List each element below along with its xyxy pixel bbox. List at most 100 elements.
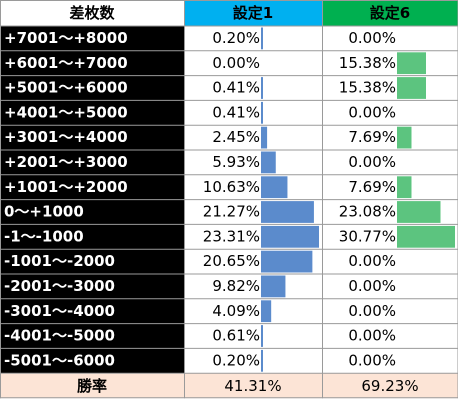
setting1-value-label: 0.20% xyxy=(212,351,260,369)
setting1-value-label: 0.41% xyxy=(212,103,260,121)
setting1-cell xyxy=(184,100,322,126)
setting6-value-label: 23.08% xyxy=(339,203,396,221)
setting6-value-label: 30.77% xyxy=(339,227,396,245)
setting6-bar xyxy=(397,52,426,75)
row-label-cell xyxy=(0,50,184,76)
row-label: -1001～-2000 xyxy=(4,252,115,270)
setting6-cell xyxy=(322,323,458,349)
setting1-win-rate: 41.31% xyxy=(224,377,281,395)
setting1-bar xyxy=(261,151,276,174)
setting1-value-label: 20.65% xyxy=(203,252,260,270)
setting6-bar xyxy=(397,176,412,199)
row-label: -3001～-4000 xyxy=(4,302,115,320)
setting6-cell xyxy=(322,150,458,175)
row-label-cell xyxy=(0,274,184,299)
setting6-value-label: 0.00% xyxy=(348,327,396,345)
setting1-cell xyxy=(184,323,322,349)
setting6-cell xyxy=(322,348,458,374)
row-label-cell xyxy=(0,224,184,250)
row-label: +5001～+6000 xyxy=(4,79,128,97)
setting6-bar xyxy=(397,201,441,223)
setting1-bar xyxy=(261,27,263,50)
setting1-value-label: 23.31% xyxy=(203,227,260,245)
setting1-cell xyxy=(184,298,322,324)
row-label: +1001～+2000 xyxy=(4,178,128,196)
setting1-value-label: 0.61% xyxy=(212,327,260,345)
setting6-value-label: 0.00% xyxy=(348,277,396,295)
setting6-value-label: 0.00% xyxy=(348,153,396,171)
setting1-bar xyxy=(261,275,286,298)
setting6-value-label: 7.69% xyxy=(348,128,396,146)
setting1-bar xyxy=(261,325,263,347)
setting1-bar xyxy=(261,201,314,223)
setting1-value-label: 10.63% xyxy=(203,178,260,196)
setting1-bar xyxy=(261,77,263,99)
row-label: -4001～-5000 xyxy=(4,327,115,345)
row-label-cell xyxy=(0,323,184,349)
footer-row xyxy=(0,373,458,399)
header-setting6: 設定6 xyxy=(370,4,410,22)
row-label-cell xyxy=(0,348,184,374)
row-label: +3001～+4000 xyxy=(4,128,128,146)
setting6-bar xyxy=(397,126,412,149)
setting6-value-label: 0.00% xyxy=(348,29,396,47)
row-label-cell xyxy=(0,150,184,175)
row-label-cell xyxy=(0,75,184,101)
setting1-bar xyxy=(261,349,263,372)
setting6-cell xyxy=(322,174,458,200)
setting6-value-label: 0.00% xyxy=(348,103,396,121)
row-label: +2001～+3000 xyxy=(4,153,128,171)
row-label: +6001～+7000 xyxy=(4,54,128,72)
setting1-cell xyxy=(184,125,322,150)
row-label-cell xyxy=(0,298,184,324)
setting6-cell xyxy=(322,100,458,126)
setting1-value-label: 2.45% xyxy=(212,128,260,146)
setting1-cell xyxy=(184,274,322,299)
setting6-cell xyxy=(322,249,458,274)
setting6-value-label: 0.00% xyxy=(348,302,396,320)
row-label: -2001～-3000 xyxy=(4,277,115,295)
setting6-cell xyxy=(322,50,458,76)
setting1-bar xyxy=(261,101,263,124)
setting6-win-rate: 69.23% xyxy=(361,377,418,395)
setting6-bar xyxy=(397,225,455,248)
setting1-cell xyxy=(184,50,322,76)
setting1-bar xyxy=(261,225,319,248)
header-label: 差枚数 xyxy=(69,4,115,22)
setting1-value-label: 0.20% xyxy=(212,29,260,47)
row-label-cell xyxy=(0,174,184,200)
setting6-cell xyxy=(322,26,458,51)
setting1-cell xyxy=(184,26,322,51)
setting1-value-label: 21.27% xyxy=(203,203,260,221)
setting6-value-label: 15.38% xyxy=(339,54,396,72)
setting1-value-label: 0.00% xyxy=(212,54,260,72)
row-label-cell xyxy=(0,199,184,225)
row-label: +7001～+8000 xyxy=(4,29,128,47)
header-cell-setting1 xyxy=(184,0,322,26)
header-cell-setting6 xyxy=(322,0,458,26)
setting6-cell xyxy=(322,274,458,299)
setting1-cell xyxy=(184,174,322,200)
header-cell-label xyxy=(0,0,184,26)
setting1-bar xyxy=(261,176,288,199)
setting6-value-label: 7.69% xyxy=(348,178,396,196)
setting1-cell xyxy=(184,150,322,175)
row-label-cell xyxy=(0,26,184,51)
row-label: +4001～+5000 xyxy=(4,103,128,121)
setting1-value-label: 5.93% xyxy=(212,153,260,171)
setting6-cell xyxy=(322,75,458,101)
row-label-cell xyxy=(0,249,184,274)
row-label: 0～+1000 xyxy=(4,203,84,221)
setting1-value-label: 9.82% xyxy=(212,277,260,295)
setting1-bar xyxy=(261,250,313,273)
setting6-value-label: 15.38% xyxy=(339,79,396,97)
footer-label: 勝率 xyxy=(77,377,107,395)
setting6-value-label: 0.00% xyxy=(348,351,396,369)
row-label: -5001～-6000 xyxy=(4,351,115,369)
setting1-bar xyxy=(261,300,272,323)
row-label: -1～-1000 xyxy=(4,227,84,245)
setting1-cell xyxy=(184,75,322,101)
header-setting1: 設定1 xyxy=(233,4,273,22)
setting1-bar xyxy=(261,126,268,149)
